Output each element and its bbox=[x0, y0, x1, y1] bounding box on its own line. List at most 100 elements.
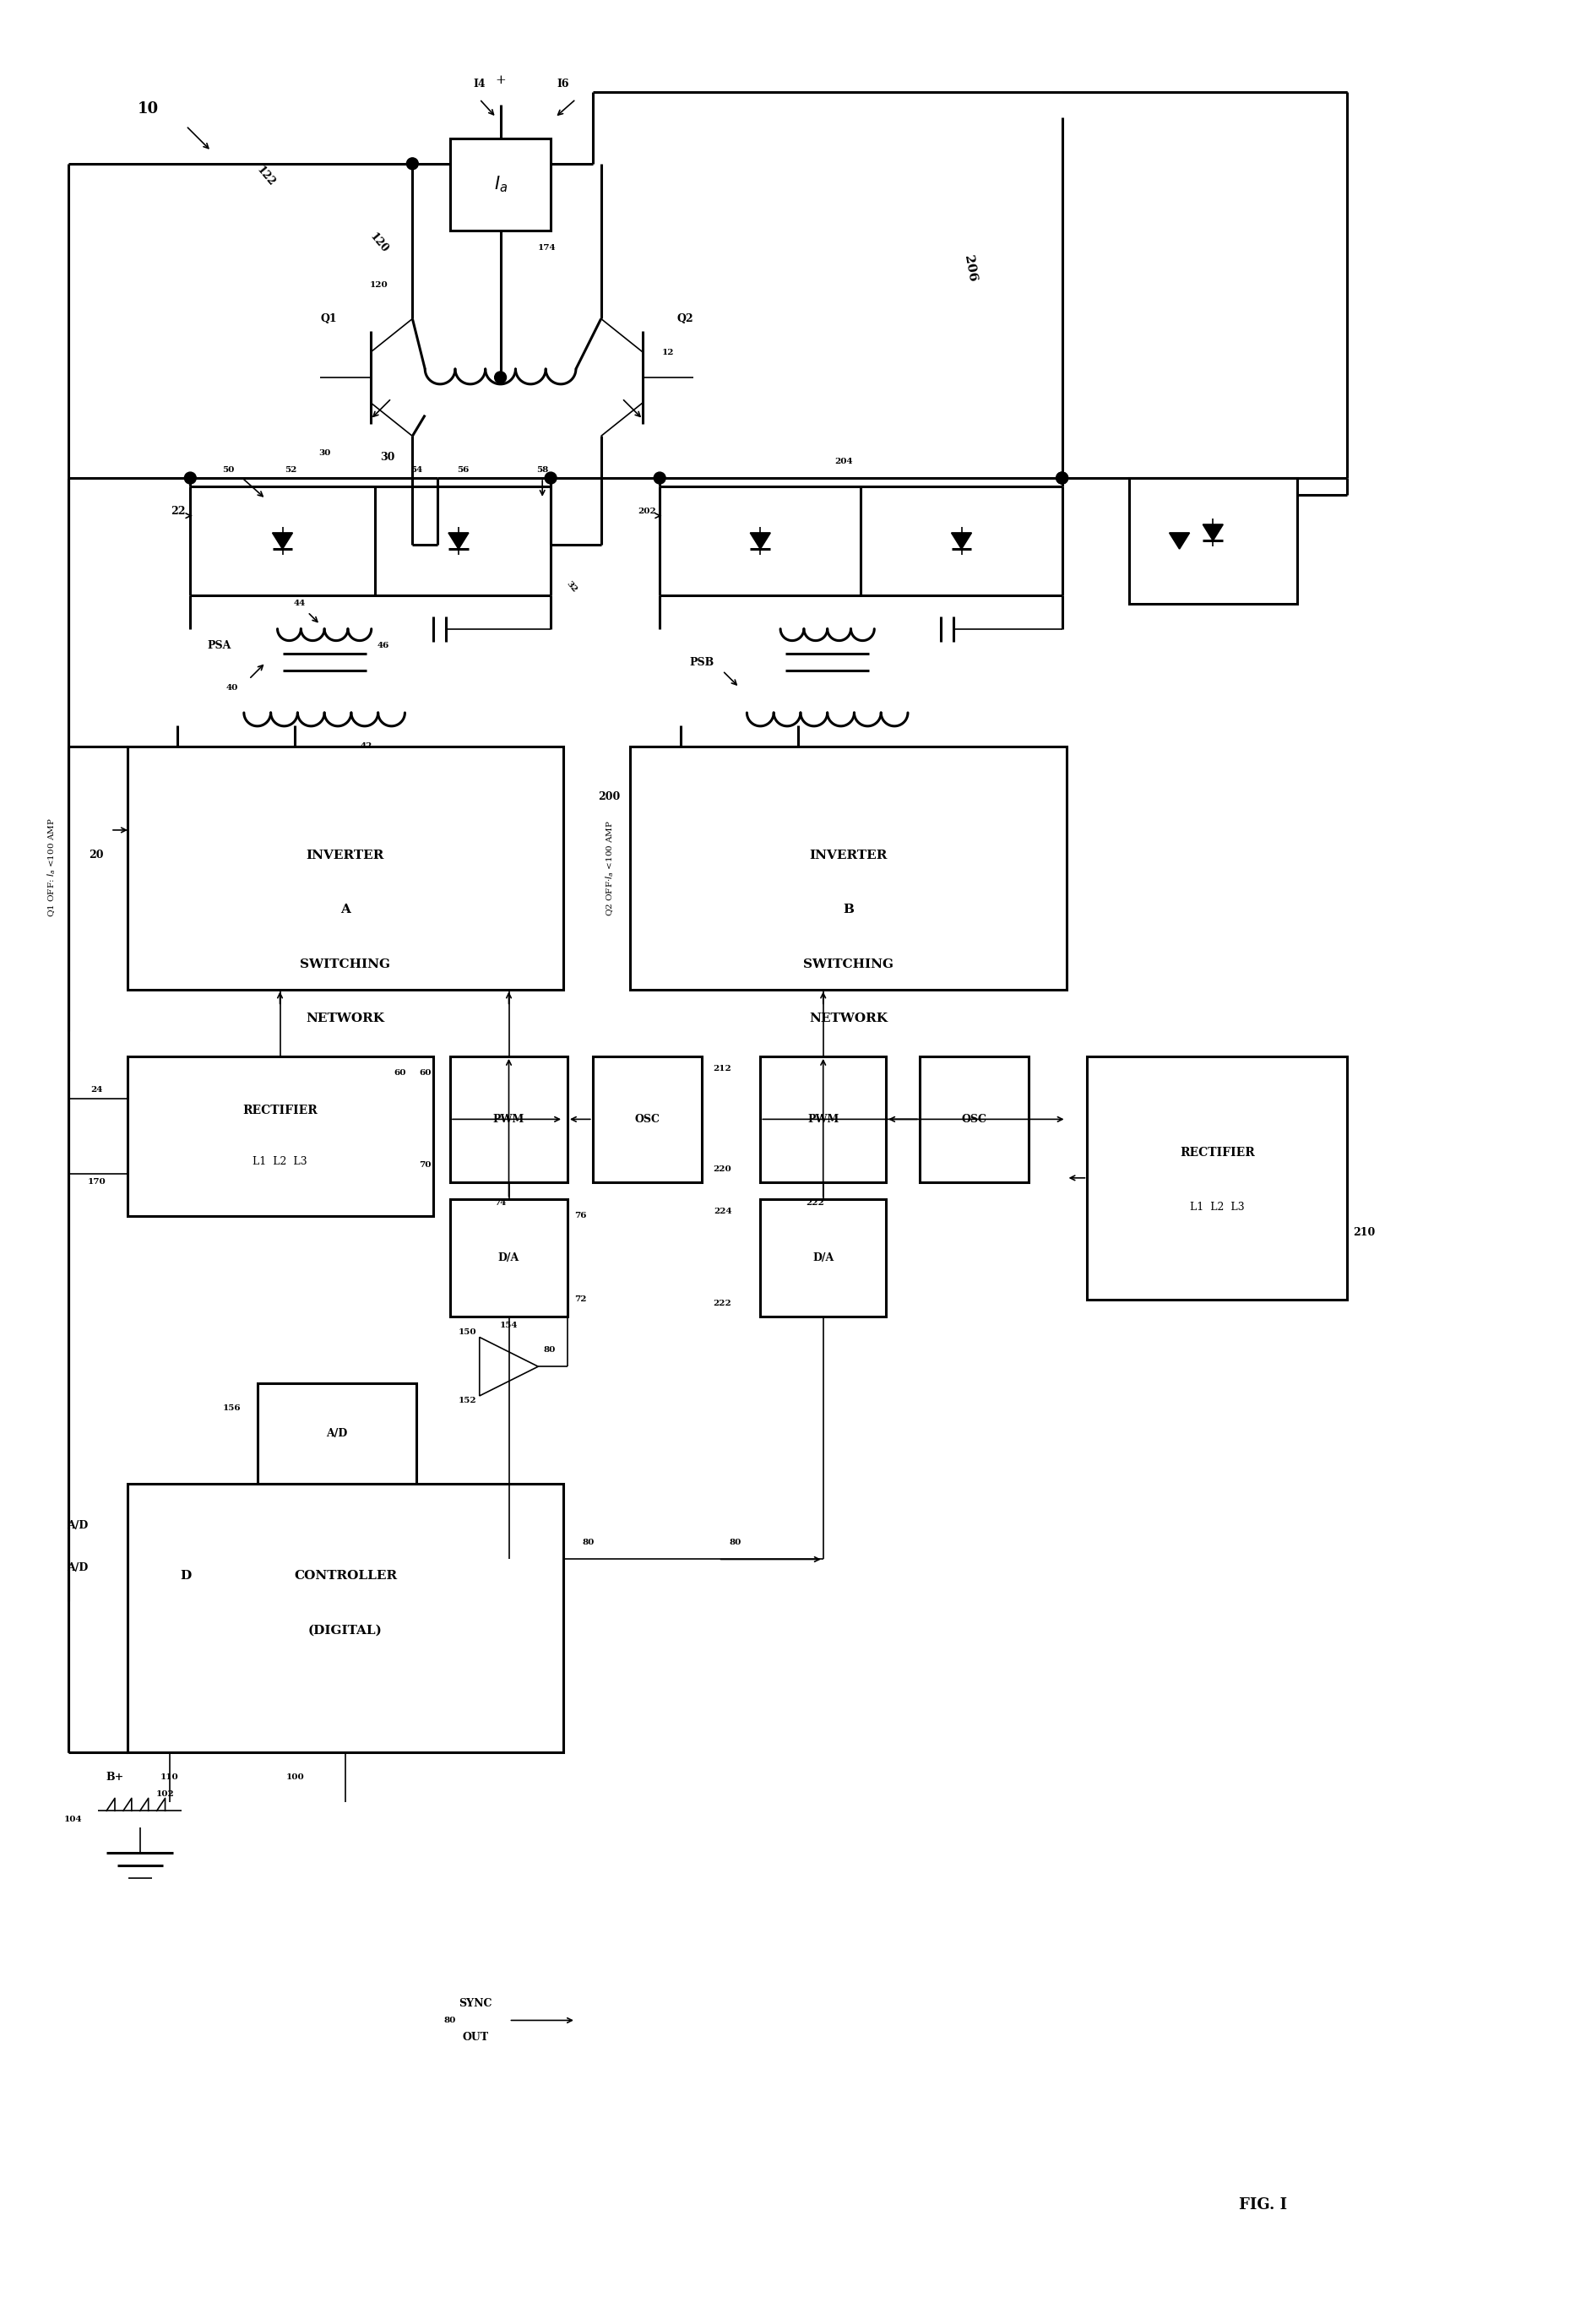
Polygon shape bbox=[449, 532, 468, 548]
Bar bbox=[920, 1057, 1029, 1183]
Text: 204: 204 bbox=[834, 458, 853, 465]
Text: INVERTER: INVERTER bbox=[306, 848, 384, 862]
Text: 220: 220 bbox=[714, 1167, 731, 1174]
Text: 44: 44 bbox=[293, 600, 305, 607]
Text: OUT: OUT bbox=[462, 2031, 488, 2043]
Text: 20: 20 bbox=[89, 851, 103, 860]
Text: 80: 80 bbox=[730, 1538, 741, 1545]
Circle shape bbox=[406, 158, 419, 170]
Text: FIG. I: FIG. I bbox=[1239, 2196, 1288, 2212]
Text: 206: 206 bbox=[961, 253, 979, 284]
Circle shape bbox=[184, 472, 197, 483]
Text: 60: 60 bbox=[419, 1069, 431, 1076]
Text: 76: 76 bbox=[574, 1211, 587, 1220]
Bar bbox=[630, 746, 1066, 990]
Bar bbox=[450, 1057, 568, 1183]
Text: $I_a$: $I_a$ bbox=[493, 174, 508, 195]
Text: L1  L2  L3: L1 L2 L3 bbox=[1190, 1202, 1245, 1213]
Text: 122: 122 bbox=[254, 165, 278, 188]
Text: B: B bbox=[842, 904, 853, 916]
Text: 70: 70 bbox=[419, 1162, 431, 1169]
Text: 100: 100 bbox=[285, 1773, 305, 1780]
Text: 212: 212 bbox=[714, 1064, 731, 1074]
Text: 222: 222 bbox=[714, 1299, 731, 1308]
Text: Q1: Q1 bbox=[320, 314, 336, 325]
Text: 50: 50 bbox=[222, 465, 235, 474]
Text: 174: 174 bbox=[538, 244, 555, 251]
Text: D/A: D/A bbox=[812, 1253, 834, 1262]
Text: RECTIFIER: RECTIFIER bbox=[1180, 1146, 1255, 1160]
Polygon shape bbox=[1202, 525, 1223, 541]
Circle shape bbox=[1056, 472, 1067, 483]
Text: OSC: OSC bbox=[634, 1113, 660, 1125]
Text: D: D bbox=[181, 1571, 192, 1583]
Text: I6: I6 bbox=[557, 79, 569, 91]
Text: (DIGITAL): (DIGITAL) bbox=[308, 1624, 382, 1636]
Text: A: A bbox=[341, 904, 351, 916]
Text: 54: 54 bbox=[411, 465, 422, 474]
Text: L1  L2  L3: L1 L2 L3 bbox=[252, 1155, 308, 1167]
Bar bbox=[760, 1057, 887, 1183]
Text: 104: 104 bbox=[63, 1815, 82, 1822]
Text: SWITCHING: SWITCHING bbox=[300, 957, 390, 969]
Bar bbox=[127, 746, 563, 990]
Text: 74: 74 bbox=[495, 1199, 506, 1206]
Text: Q2 OFF·$I_a$ <100 AMP: Q2 OFF·$I_a$ <100 AMP bbox=[604, 820, 615, 916]
Text: 120: 120 bbox=[368, 232, 390, 256]
Polygon shape bbox=[952, 532, 972, 548]
Circle shape bbox=[653, 472, 666, 483]
Text: D/A: D/A bbox=[498, 1253, 520, 1262]
Text: OSC: OSC bbox=[961, 1113, 986, 1125]
Text: PWM: PWM bbox=[807, 1113, 839, 1125]
Text: A/D: A/D bbox=[67, 1520, 87, 1532]
Text: 156: 156 bbox=[224, 1404, 241, 1413]
Text: PSB: PSB bbox=[690, 658, 714, 667]
Text: 12: 12 bbox=[661, 349, 674, 356]
Text: Q1 OFF: $I_a$ <100 AMP: Q1 OFF: $I_a$ <100 AMP bbox=[46, 818, 57, 918]
Bar bbox=[1129, 479, 1297, 604]
Text: SYNC: SYNC bbox=[458, 1999, 492, 2008]
Text: 56: 56 bbox=[457, 465, 469, 474]
Polygon shape bbox=[750, 532, 771, 548]
Text: 102: 102 bbox=[155, 1789, 174, 1799]
Text: 154: 154 bbox=[500, 1322, 519, 1329]
Text: B+: B+ bbox=[106, 1771, 124, 1783]
Bar bbox=[1088, 1057, 1347, 1299]
Bar bbox=[127, 1485, 563, 1752]
Bar bbox=[593, 1057, 701, 1183]
Text: 22: 22 bbox=[170, 507, 186, 516]
Text: 150: 150 bbox=[458, 1329, 477, 1336]
Bar bbox=[450, 1199, 568, 1315]
Text: NETWORK: NETWORK bbox=[306, 1013, 385, 1025]
Text: 30: 30 bbox=[319, 449, 330, 456]
Polygon shape bbox=[273, 532, 292, 548]
Circle shape bbox=[546, 472, 557, 483]
Text: 30: 30 bbox=[381, 451, 395, 462]
Text: +: + bbox=[495, 74, 506, 86]
Text: PWM: PWM bbox=[493, 1113, 525, 1125]
Text: 32: 32 bbox=[565, 581, 579, 595]
Text: Q2: Q2 bbox=[677, 314, 693, 325]
Text: 42: 42 bbox=[360, 741, 373, 751]
Polygon shape bbox=[1169, 532, 1190, 548]
Text: I4: I4 bbox=[473, 79, 485, 91]
Text: 80: 80 bbox=[544, 1346, 557, 1353]
Text: 152: 152 bbox=[458, 1397, 477, 1404]
Circle shape bbox=[1056, 472, 1067, 483]
Text: 72: 72 bbox=[574, 1297, 587, 1304]
Text: 24: 24 bbox=[90, 1085, 103, 1095]
Text: A/D: A/D bbox=[67, 1562, 87, 1573]
Text: INVERTER: INVERTER bbox=[809, 848, 887, 862]
Text: 58: 58 bbox=[536, 465, 549, 474]
Text: NETWORK: NETWORK bbox=[809, 1013, 888, 1025]
Text: 120: 120 bbox=[370, 281, 389, 288]
Text: RECTIFIER: RECTIFIER bbox=[243, 1104, 317, 1118]
Text: 210: 210 bbox=[1353, 1227, 1375, 1239]
Text: 40: 40 bbox=[227, 683, 238, 690]
Text: 80: 80 bbox=[444, 2017, 457, 2024]
Text: 80: 80 bbox=[582, 1538, 595, 1545]
Text: 202: 202 bbox=[638, 507, 657, 516]
Text: 110: 110 bbox=[160, 1773, 179, 1780]
Text: 10: 10 bbox=[138, 102, 159, 116]
Text: PSA: PSA bbox=[208, 639, 232, 651]
